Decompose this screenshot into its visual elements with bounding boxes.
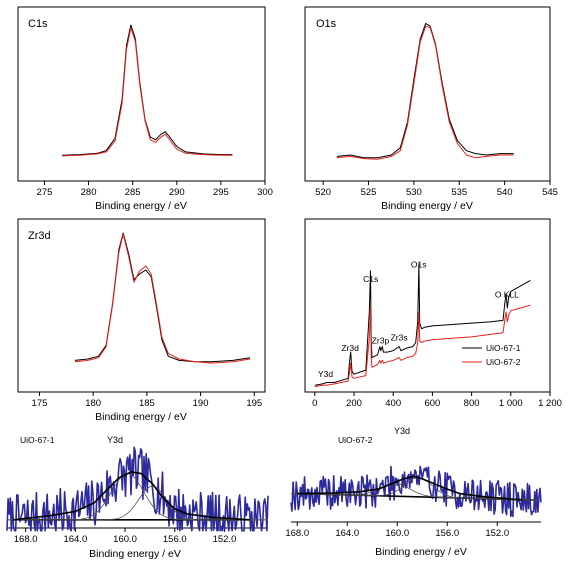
series-group [314, 263, 531, 388]
x-tick-label: 168.0 [14, 534, 38, 545]
x-tick-label: 520 [315, 187, 331, 198]
x-ticks: 168.0 164.0 160.0 156.0 152.0 [285, 522, 509, 539]
x-tick-label: 160.0 [385, 528, 409, 539]
series-line-uio-67-1 [314, 263, 531, 386]
x-tick-label: 535 [451, 187, 467, 198]
x-tick-label: 300 [257, 187, 273, 198]
x-tick-label: 156.0 [435, 528, 459, 539]
sample-label: UiO-67-2 [338, 435, 373, 445]
panel-c1s: 275 280 285 290 295 300 C1s Binding energy / … [17, 6, 273, 212]
x-axis-label: Binding energy / eV [95, 200, 187, 212]
x-tick-label: 190 [193, 398, 209, 409]
x-tick-label: 180 [85, 398, 101, 409]
x-axis-label: Binding energy / eV [95, 411, 187, 423]
x-tick-label: 168.0 [285, 528, 309, 539]
x-tick-label: 164.0 [335, 528, 359, 539]
x-tick-label: 200 [346, 398, 362, 409]
x-tick-label: 175 [32, 398, 48, 409]
peak-annotation: C1s [363, 274, 378, 284]
peak-label: Y3d [394, 426, 410, 436]
series-group [336, 22, 514, 160]
sample-label: UiO-67-1 [20, 435, 55, 445]
x-tick-label: 156.0 [163, 534, 187, 545]
peak-annotation: Zr3p [372, 336, 390, 346]
x-tick-label: 295 [213, 187, 229, 198]
x-tick-label: 285 [125, 187, 141, 198]
peak-label: Y3d [107, 435, 123, 445]
series-line-red [62, 27, 233, 157]
series-line-red [336, 25, 514, 160]
legend-label-uio-67-1: UiO-67-1 [486, 343, 521, 353]
panel-y3d-uio-67-2: 168.0 164.0 160.0 156.0 152.0 UiO-67-2 Y3d B… [285, 426, 542, 558]
x-tick-label: 540 [497, 187, 513, 198]
x-tick-label: 164.0 [63, 534, 87, 545]
peak-annotation: Zr3s [391, 333, 408, 343]
x-tick-label: 195 [246, 398, 262, 409]
x-tick-label: 530 [406, 187, 422, 198]
panel-label-c1s: C1s [28, 18, 48, 30]
x-tick-label: 525 [361, 187, 377, 198]
panel-y3d-uio-67-1: 168.0 164.0 160.0 156.0 152.0 UiO-67-1 Y3d B… [6, 435, 269, 560]
x-ticks: 520 525 530 535 540 545 [315, 181, 558, 198]
x-tick-label: 290 [169, 187, 185, 198]
x-tick-label: 600 [424, 398, 440, 409]
x-tick-label: 400 [385, 398, 401, 409]
legend: UiO-67-1 UiO-67-2 [462, 343, 521, 367]
x-axis-label: Binding energy / eV [89, 548, 181, 560]
x-axis-label: Binding energy / eV [375, 546, 467, 558]
x-ticks: 175 180 185 190 195 [32, 392, 262, 409]
x-tick-label: 275 [37, 187, 53, 198]
series-group [6, 446, 269, 532]
peak-annotation: O1s [411, 259, 427, 269]
fit-envelope-line [297, 475, 523, 501]
series-line-black [74, 232, 251, 363]
plot-frame [17, 6, 266, 182]
peak-annotation: O KLL [495, 289, 519, 299]
x-tick-label: 185 [139, 398, 155, 409]
x-tick-label: 545 [542, 187, 558, 198]
x-tick-label: 1 200 [538, 398, 562, 409]
peak-annotation: Zr3d [341, 343, 359, 353]
raw-spectrum-line [290, 465, 542, 518]
series-line-black [336, 22, 514, 159]
x-tick-label: 800 [464, 398, 480, 409]
plot-frame [304, 218, 551, 393]
raw-spectrum-line [6, 446, 269, 532]
x-axis-label: Binding energy / eV [381, 200, 473, 212]
fit-component-line [291, 477, 541, 501]
x-tick-label: 160.0 [113, 534, 137, 545]
x-tick-label: 1 000 [499, 398, 523, 409]
panel-label-zr3d: Zr3d [28, 230, 51, 242]
legend-label-uio-67-2: UiO-67-2 [486, 357, 521, 367]
x-tick-label: 152.0 [485, 528, 509, 539]
series-line-red [74, 233, 251, 364]
peak-annotations: Y3d Zr3d Zr3p Zr3s C1s O1s O KLL [318, 259, 519, 378]
plot-frame [17, 218, 266, 393]
panel-label-o1s: O1s [316, 18, 337, 30]
x-ticks: 0 200 400 600 800 1 000 1 200 [312, 392, 562, 409]
series-line-uio-67-2 [314, 304, 531, 388]
fit-component-line [7, 485, 268, 521]
series-group [74, 232, 251, 364]
series-line-black [62, 24, 233, 156]
panel-o1s: 520 525 530 535 540 545 O1s Binding energy / … [304, 6, 558, 212]
panel-survey: 0 200 400 600 800 1 000 1 200 Y3d Zr3d Zr3p Zr3s C… [304, 218, 562, 409]
fit-envelope-line [13, 471, 250, 521]
peak-annotation: Y3d [318, 369, 333, 379]
panel-zr3d: 175 180 185 190 195 Zr3d Binding energy / eV [17, 218, 266, 423]
series-group [290, 465, 542, 518]
series-group [62, 24, 233, 157]
x-tick-label: 0 [312, 398, 317, 409]
x-tick-label: 152.0 [213, 534, 237, 545]
plot-frame [304, 6, 551, 182]
x-tick-label: 280 [81, 187, 97, 198]
x-ticks: 275 280 285 290 295 300 [37, 181, 273, 198]
